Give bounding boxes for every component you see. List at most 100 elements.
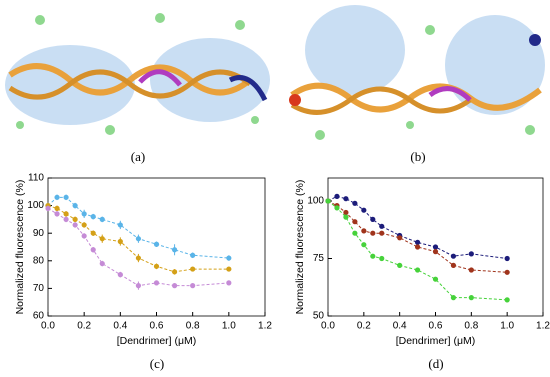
data-point — [190, 283, 196, 289]
data-point — [117, 222, 123, 228]
data-point — [361, 242, 367, 248]
data-point — [361, 228, 367, 234]
data-point — [226, 255, 232, 261]
molecule-image-a — [5, 13, 270, 135]
data-point — [343, 196, 349, 202]
data-point — [414, 239, 421, 245]
x-tick-label: 0.6 — [150, 321, 164, 332]
x-axis-title: [Dendrimer] (μM) — [117, 335, 197, 347]
data-point — [397, 235, 403, 241]
data-point — [135, 255, 142, 261]
data-point — [90, 230, 96, 236]
data-point — [153, 280, 160, 286]
data-point — [468, 251, 474, 257]
data-point — [81, 211, 87, 217]
data-point — [343, 209, 349, 216]
data-point — [54, 205, 60, 211]
data-point — [72, 203, 78, 209]
data-point — [63, 216, 69, 222]
data-point — [226, 266, 232, 272]
y-tick-label: 90 — [33, 228, 45, 239]
data-point — [504, 255, 510, 262]
data-point — [117, 272, 123, 278]
data-point — [135, 283, 142, 289]
x-tick-label: 0.0 — [321, 321, 335, 332]
x-tick-label: 0.8 — [464, 321, 478, 332]
series-line — [327, 200, 508, 273]
data-point — [72, 216, 78, 222]
data-point — [504, 269, 510, 275]
y-tick-label: 100 — [27, 200, 44, 211]
data-point — [99, 260, 105, 267]
panel-label: (b) — [410, 149, 425, 164]
x-tick-label: 0.6 — [429, 321, 443, 332]
molecule-image-b — [289, 5, 545, 140]
y-tick-label: 110 — [28, 173, 44, 184]
x-tick-label: 0.2 — [357, 321, 371, 332]
y-tick-label: 80 — [33, 255, 45, 266]
x-axis-title: [Dendrimer] (μM) — [396, 335, 476, 347]
data-point — [370, 253, 376, 259]
y-tick-label: 60 — [33, 311, 45, 322]
data-point — [171, 283, 178, 289]
data-point — [72, 222, 78, 228]
y-tick-label: 70 — [33, 283, 45, 294]
data-point — [45, 205, 51, 211]
data-point — [361, 207, 367, 213]
data-point — [99, 236, 105, 242]
panel-label: (c) — [150, 356, 164, 371]
data-point — [450, 295, 457, 301]
data-point — [334, 205, 340, 211]
data-point — [153, 241, 160, 247]
data-point — [54, 211, 60, 217]
x-tick-label: 0.8 — [186, 321, 200, 332]
data-point — [352, 200, 358, 206]
data-point — [468, 295, 474, 301]
y-axis-title: Normalized fluorescence (%) — [14, 180, 26, 315]
data-point — [432, 244, 439, 250]
data-point — [63, 194, 69, 200]
data-point — [370, 230, 376, 236]
panel-label: (a) — [131, 149, 145, 164]
x-tick-label: 1.2 — [536, 321, 550, 332]
data-point — [379, 230, 385, 236]
data-point — [190, 252, 196, 258]
x-tick-label: 1.2 — [258, 321, 272, 332]
data-point — [414, 244, 421, 250]
data-point — [379, 255, 385, 262]
y-tick-label: 75 — [313, 253, 325, 264]
x-tick-label: 0.0 — [41, 321, 55, 332]
x-tick-label: 1.0 — [222, 321, 236, 332]
series-line — [327, 200, 508, 301]
x-tick-label: 0.4 — [393, 321, 407, 332]
data-point — [81, 222, 87, 228]
data-point — [226, 280, 232, 286]
data-point — [135, 236, 142, 242]
y-tick-label: 50 — [313, 311, 325, 322]
data-point — [352, 230, 358, 236]
data-point — [190, 266, 196, 272]
data-point — [117, 238, 123, 245]
x-tick-label: 0.4 — [113, 321, 127, 332]
x-tick-label: 0.2 — [77, 321, 91, 332]
data-point — [325, 198, 331, 204]
data-point — [504, 297, 510, 303]
data-point — [414, 267, 421, 273]
data-point — [450, 253, 457, 259]
x-tick-label: 1.0 — [500, 321, 514, 332]
data-point — [397, 262, 403, 268]
data-point — [370, 216, 376, 222]
data-point — [171, 247, 178, 253]
data-point — [90, 214, 96, 220]
data-point — [334, 193, 340, 199]
data-point — [450, 262, 457, 268]
panel-label: (d) — [428, 356, 443, 371]
data-point — [153, 263, 160, 269]
data-point — [99, 216, 105, 222]
data-point — [379, 223, 385, 229]
y-tick-label: 100 — [307, 196, 324, 207]
data-point — [90, 247, 96, 253]
y-axis-title: Normalized fluorescence (%) — [294, 180, 306, 315]
data-point — [63, 211, 69, 217]
